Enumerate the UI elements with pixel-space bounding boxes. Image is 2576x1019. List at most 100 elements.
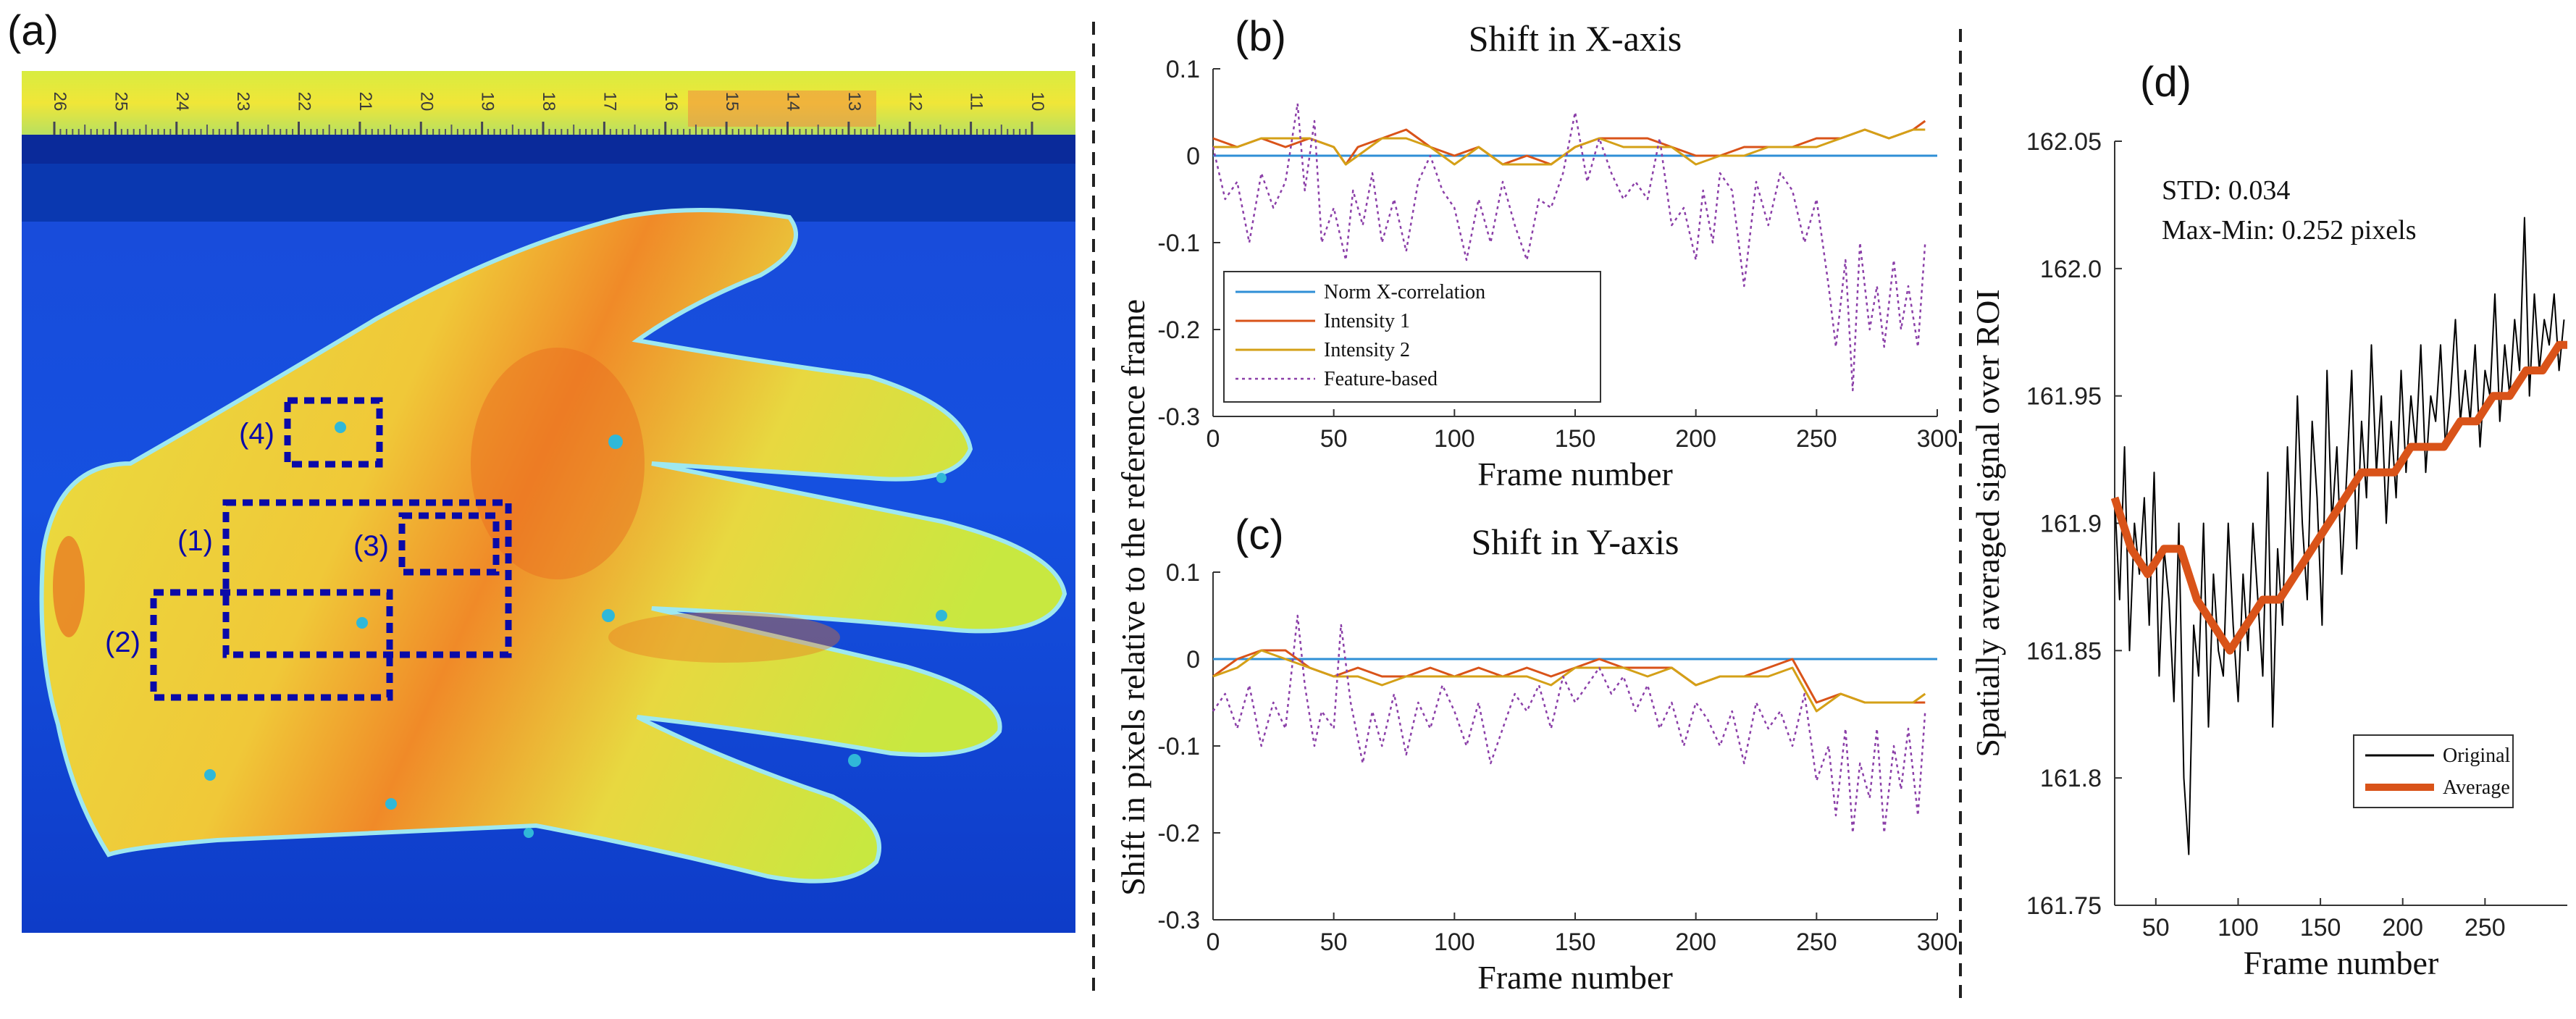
roi-box-3 [398, 512, 500, 576]
x-tick-label: 150 [2300, 914, 2341, 942]
legend-box [1223, 271, 1601, 403]
warm-wrist-spot [53, 536, 85, 637]
x-tick-label: 250 [1796, 425, 1837, 453]
legend-entry: Average [2443, 776, 2510, 799]
ruler-numbers: 26 25 24 23 22 21 20 19 18 17 16 15 14 13 12 11 10 [50, 92, 1047, 112]
legend: Original Average [2353, 734, 2514, 808]
ruler-number: 17 [600, 92, 619, 112]
hand-silhouette [39, 208, 1067, 884]
x-tick-label: 50 [2142, 914, 2170, 942]
panel-label-d: (d) [2140, 59, 2191, 106]
ruler-number: 10 [1028, 92, 1047, 112]
x-tick-label: 200 [1675, 928, 1716, 956]
legend-box [2353, 734, 2514, 808]
cool-spot [524, 828, 534, 838]
cool-spot [204, 769, 216, 781]
thermal-image-panel: (a) 26 25 24 23 22 21 20 19 18 17 16 15 14 13 12 11 10 [7, 7, 1075, 933]
series-line-average [2110, 340, 2567, 655]
x-tick-label: 50 [1320, 425, 1348, 453]
legend: Norm X-correlation Intensity 1 Intensity 2… [1223, 271, 1601, 403]
cool-spot [356, 617, 368, 629]
y-tick-label: -0.2 [1157, 820, 1200, 847]
x-tick-label: 100 [1434, 425, 1475, 453]
cool-spot [936, 473, 947, 483]
x-axis-label: Frame number [1477, 959, 1673, 996]
roi-label-1: (1) [177, 525, 213, 557]
legend-entry: Original [2443, 745, 2511, 767]
y-axis-label: Spatially averaged signal over ROI [1969, 289, 2006, 757]
ruler-number: 15 [722, 92, 742, 112]
roi-boxes [150, 397, 512, 701]
y-tick-label: -0.3 [1157, 907, 1200, 934]
warm-palm-region [471, 348, 645, 579]
cool-spots [204, 422, 947, 838]
chart-shift-y: Shift in Y-axis 0 50 100 150 200 250 300 0.1 0 -0.… [1157, 521, 1958, 996]
ruler-number: 13 [844, 92, 864, 112]
stat-annotation: Max-Min: 0.252 pixels [2162, 215, 2416, 246]
y-tick-label: 161.95 [2026, 383, 2102, 411]
x-tick-label: 100 [1434, 928, 1475, 956]
roi-box-2 [150, 589, 393, 701]
y-tick-label: 0.1 [1166, 56, 1200, 83]
chart-title: Shift in X-axis [1469, 18, 1682, 59]
cool-spot [335, 422, 346, 433]
y-tick-label: 162.0 [2040, 256, 2102, 283]
x-tick-label: 100 [2218, 914, 2259, 942]
roi-label-3: (3) [353, 530, 389, 562]
roi-label-2: (2) [105, 626, 140, 658]
warm-finger-region [608, 612, 840, 663]
shared-y-axis-label: Shift in pixels relative to the referenc… [1115, 299, 1151, 896]
ruler-number: 23 [233, 92, 253, 112]
panel-label-c: (c) [1235, 511, 1284, 558]
legend-entry: Norm X-correlation [1324, 281, 1485, 303]
stat-annotation: STD: 0.034 [2162, 175, 2290, 206]
x-tick-label: 0 [1207, 425, 1220, 453]
x-tick-label: 200 [1675, 425, 1716, 453]
y-tick-label: -0.1 [1157, 230, 1200, 257]
ruler-shadow [22, 135, 1075, 164]
series-line-feature-based [1212, 614, 1926, 834]
ruler-ticks [53, 122, 1033, 135]
cool-spot [602, 609, 615, 622]
cool-spot [848, 754, 861, 767]
x-tick-label: 0 [1207, 928, 1220, 956]
y-tick-label: -0.2 [1157, 316, 1200, 344]
y-tick-label: 0 [1186, 646, 1200, 674]
x-axis-label: Frame number [1477, 456, 1673, 492]
ruler-number: 14 [784, 92, 803, 112]
ruler [22, 71, 1075, 135]
roi-box-4 [284, 397, 383, 468]
series-line-intensity-2 [1212, 649, 1926, 713]
x-tick-label: 50 [1320, 928, 1348, 956]
y-tick-label: 0.1 [1166, 559, 1200, 587]
ruler-number: 19 [478, 92, 498, 112]
ruler-warm-spot [688, 91, 876, 127]
y-tick-label: 161.9 [2040, 511, 2102, 538]
cool-spot [385, 798, 397, 810]
x-axis-label: Frame number [2244, 944, 2439, 981]
table-edge [22, 164, 1075, 222]
ruler-number: 25 [111, 92, 130, 112]
x-tick-label: 150 [1555, 928, 1596, 956]
ruler-number: 22 [295, 92, 314, 112]
y-tick-label: 0 [1186, 143, 1200, 170]
ruler-number: 18 [539, 92, 558, 112]
chart-title: Shift in Y-axis [1471, 521, 1679, 562]
x-tick-label: 250 [1796, 928, 1837, 956]
panel-label-b: (b) [1235, 13, 1286, 60]
x-tick-label: 300 [1917, 425, 1958, 453]
y-tick-label: 162.05 [2026, 128, 2102, 156]
series-line-intensity-2 [1213, 128, 1926, 166]
legend-entry: Feature-based [1324, 368, 1438, 390]
y-tick-label: -0.1 [1157, 733, 1200, 760]
y-tick-label: -0.3 [1157, 403, 1200, 431]
roi-box-1 [222, 499, 512, 658]
ruler-number: 21 [356, 92, 375, 112]
roi-label-4: (4) [239, 418, 274, 450]
y-tick-label: 161.75 [2026, 892, 2102, 920]
x-tick-label: 200 [2382, 914, 2423, 942]
x-tick-label: 250 [2464, 914, 2506, 942]
ruler-number: 12 [905, 92, 925, 112]
